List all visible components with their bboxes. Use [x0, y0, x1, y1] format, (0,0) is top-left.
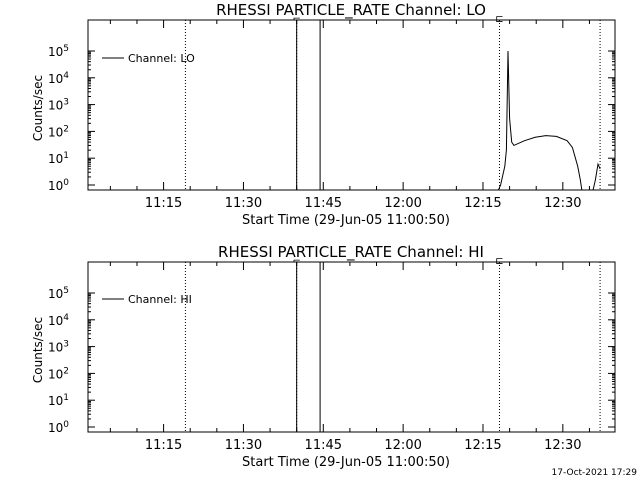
y-axis-label: Counts/sec — [31, 75, 45, 141]
x-tick-label: 12:00 — [384, 438, 421, 453]
x-tick-label: 11:45 — [305, 438, 342, 453]
event-marker: ⊏ — [495, 14, 503, 25]
x-tick-label: 12:00 — [384, 196, 421, 211]
chart-panel-lo: RHESSI PARTICLE_RATE Channel: LO 1001011… — [31, 1, 616, 228]
x-tick-label: 11:15 — [145, 196, 182, 211]
y-tick-label: 102 — [48, 366, 69, 381]
y-tick-label: 100 — [48, 178, 69, 193]
series-line — [592, 162, 601, 190]
x-tick-label: 11:15 — [145, 438, 182, 453]
x-axis-label: Start Time (29-Jun-05 11:00:50) — [242, 455, 450, 470]
legend-label: Channel: LO — [128, 52, 195, 65]
y-ticks: 100 101 102 103 104 105 — [48, 44, 615, 193]
chart-title: RHESSI PARTICLE_RATE Channel: LO — [216, 1, 486, 20]
series-line — [497, 50, 583, 190]
chart-panel-hi: RHESSI PARTICLE_RATE Channel: HI 1001011… — [31, 243, 616, 470]
x-ticks: 11:15 11:30 11:45 12:00 12:15 12:30 — [109, 262, 590, 453]
x-tick-label: 12:15 — [464, 438, 501, 453]
x-tick-label: 11:30 — [225, 438, 262, 453]
y-tick-label: 105 — [48, 286, 69, 301]
legend: Channel: HI — [102, 293, 192, 306]
x-tick-label: 12:30 — [544, 438, 581, 453]
y-tick-label: 100 — [48, 420, 69, 435]
plot-frame — [87, 19, 616, 191]
x-tick-label: 12:15 — [464, 196, 501, 211]
x-tick-label: 11:45 — [305, 196, 342, 211]
data-series — [497, 50, 601, 190]
legend: Channel: LO — [102, 52, 195, 65]
y-tick-label: 105 — [48, 44, 69, 59]
y-tick-label: 104 — [48, 313, 69, 328]
x-tick-label: 12:30 — [544, 196, 581, 211]
event-marker: ⊏ — [495, 256, 503, 267]
y-tick-label: 103 — [48, 98, 69, 113]
chart-title: RHESSI PARTICLE_RATE Channel: HI — [218, 243, 484, 262]
y-tick-label: 104 — [48, 71, 69, 86]
x-axis-label: Start Time (29-Jun-05 11:00:50) — [242, 213, 450, 228]
y-axis-label: Counts/sec — [31, 317, 45, 383]
event-marker: ⌐ — [292, 256, 300, 267]
event-lines: ⌐ ⊏ — [184, 14, 601, 190]
legend-label: Channel: HI — [128, 293, 192, 306]
y-tick-label: 103 — [48, 340, 69, 355]
plot-frame — [87, 261, 616, 433]
event-lines: ⌐ ⊏ — [184, 256, 601, 432]
y-tick-label: 101 — [48, 151, 69, 166]
x-ticks: 11:15 11:30 11:45 12:00 12:15 12:30 — [109, 20, 590, 211]
y-ticks: 100 101 102 103 104 105 — [48, 286, 615, 435]
timestamp: 17-Oct-2021 17:29 — [552, 468, 638, 478]
y-tick-label: 101 — [48, 393, 69, 408]
event-marker: ⌐ — [292, 14, 300, 25]
x-tick-label: 11:30 — [225, 196, 262, 211]
y-tick-label: 102 — [48, 124, 69, 139]
